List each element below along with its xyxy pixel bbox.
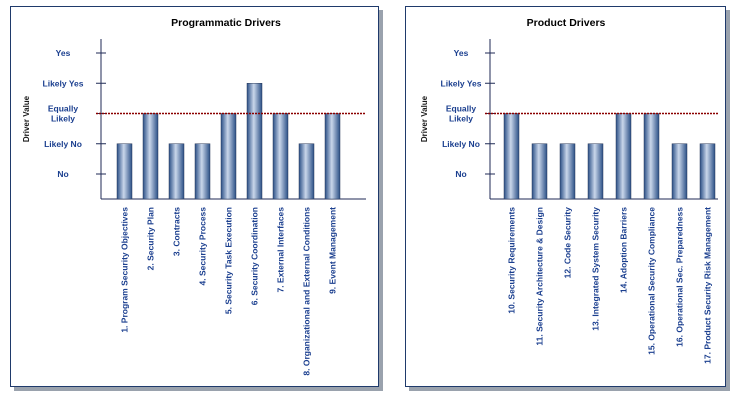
programmatic-drivers-chart: Programmatic Drivers Driver Value No Likely… bbox=[22, 17, 366, 376]
product-x-tick-label: 10. Security Requirements bbox=[506, 207, 516, 314]
y-tick-label-line: Likely bbox=[51, 114, 75, 124]
product-x-tick-label: 17. Product Security Risk Management bbox=[702, 207, 712, 364]
programmatic-bar bbox=[272, 113, 289, 200]
programmatic-x-tick-label: 4. Security Process bbox=[197, 207, 207, 286]
programmatic-x-tick-label: 7. External Interfaces bbox=[275, 207, 285, 293]
programmatic-bar bbox=[116, 143, 133, 200]
programmatic-y-axis-title: Driver Value bbox=[22, 95, 31, 142]
programmatic-bar bbox=[324, 113, 341, 200]
programmatic-x-tick-label: 6. Security Coordination bbox=[249, 207, 259, 305]
programmatic-y-tick-label: Yes bbox=[56, 48, 71, 58]
y-tick-label-line: Likely Yes bbox=[43, 78, 84, 88]
product-chart-title: Product Drivers bbox=[527, 17, 606, 29]
product-y-tick-label: Likely Yes bbox=[441, 78, 482, 88]
product-y-tick-label: No bbox=[455, 169, 466, 179]
y-tick-label-line: Likely No bbox=[442, 139, 480, 149]
product-bar bbox=[615, 113, 632, 200]
programmatic-x-tick-label: 9. Event Management bbox=[327, 207, 337, 294]
product-bar bbox=[699, 143, 716, 200]
product-x-tick-label: 12. Code Security bbox=[562, 207, 572, 279]
programmatic-y-tick-label: Equally Likely bbox=[48, 104, 79, 124]
product-bar bbox=[671, 143, 688, 200]
product-x-tick-label: 16. Operational Sec. Preparedness bbox=[674, 207, 684, 347]
programmatic-chart-title: Programmatic Drivers bbox=[171, 17, 281, 29]
product-bar bbox=[643, 113, 660, 200]
product-bar bbox=[559, 143, 576, 200]
y-tick-label-line: Yes bbox=[56, 48, 71, 58]
product-x-tick-label: 13. Integrated System Security bbox=[590, 207, 600, 331]
programmatic-y-tick-label: Likely No bbox=[44, 139, 82, 149]
product-drivers-chart: Product Drivers Driver Value No Likely No Eq… bbox=[420, 17, 718, 364]
programmatic-bar bbox=[194, 143, 211, 200]
programmatic-bar bbox=[142, 113, 159, 200]
product-drivers-panel: Product Drivers Driver Value No Likely No Eq… bbox=[405, 6, 726, 387]
product-y-axis-title: Driver Value bbox=[420, 95, 429, 142]
programmatic-x-tick-label: 2. Security Plan bbox=[145, 207, 155, 270]
y-tick-label-line: Likely bbox=[449, 114, 473, 124]
product-bar bbox=[587, 143, 604, 200]
product-x-tick-label: 14. Adoption Barriers bbox=[618, 207, 628, 293]
y-tick-label-line: Equally bbox=[48, 104, 79, 114]
programmatic-x-tick-label: 1. Program Security Objectives bbox=[119, 207, 129, 333]
programmatic-bar bbox=[246, 83, 263, 200]
product-x-tick-label: 11. Security Architecture & Design bbox=[534, 207, 544, 346]
programmatic-bar bbox=[168, 143, 185, 200]
product-y-tick-label: Likely No bbox=[442, 139, 480, 149]
y-tick-label-line: Yes bbox=[454, 48, 469, 58]
programmatic-bar bbox=[298, 143, 315, 200]
programmatic-y-tick-label: No bbox=[57, 169, 68, 179]
product-y-tick-label: Equally Likely bbox=[446, 104, 477, 124]
y-tick-label-line: Likely Yes bbox=[441, 78, 482, 88]
programmatic-bar bbox=[220, 113, 237, 200]
product-y-tick-label: Yes bbox=[454, 48, 469, 58]
y-tick-label-line: No bbox=[57, 169, 68, 179]
programmatic-x-tick-label: 8. Organizational and External Condition… bbox=[301, 207, 311, 376]
y-tick-label-line: No bbox=[455, 169, 466, 179]
programmatic-x-tick-label: 3. Contracts bbox=[171, 207, 181, 256]
programmatic-drivers-panel: Programmatic Drivers Driver Value No Likely… bbox=[10, 6, 379, 387]
product-bar bbox=[503, 113, 520, 200]
y-tick-label-line: Likely No bbox=[44, 139, 82, 149]
y-tick-label-line: Equally bbox=[446, 104, 477, 114]
programmatic-x-tick-label: 5. Security Task Execution bbox=[223, 207, 233, 314]
product-bar bbox=[531, 143, 548, 200]
product-x-tick-label: 15. Operational Security Compliance bbox=[646, 207, 656, 355]
programmatic-y-tick-label: Likely Yes bbox=[43, 78, 84, 88]
